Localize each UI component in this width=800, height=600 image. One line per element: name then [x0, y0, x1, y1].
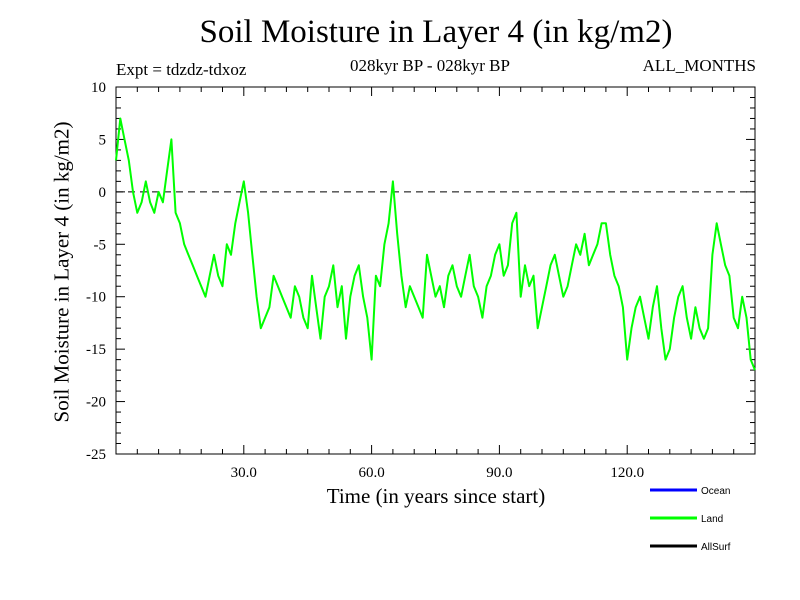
legend: Ocean Land AllSurf: [650, 486, 731, 553]
y-tick-label: -20: [86, 395, 106, 411]
period-label: 028kyr BP - 028kyr BP: [350, 56, 510, 75]
series-layer: [115, 117, 756, 371]
y-tick-label: 5: [99, 132, 107, 148]
y-axis-label: Soil Moisture in Layer 4 (in kg/m2): [49, 121, 74, 423]
x-tick-label: 90.0: [486, 465, 512, 481]
plot-frame: [115, 86, 756, 455]
legend-label-land: Land: [701, 514, 723, 525]
series-line-land: [115, 117, 756, 371]
y-tick-label: 10: [91, 80, 106, 96]
y-tick-label: -5: [94, 237, 107, 253]
y-tick-label: -15: [86, 342, 106, 358]
x-tick-label: 120.0: [610, 465, 644, 481]
y-tick-label: -10: [86, 290, 106, 306]
legend-label-ocean: Ocean: [701, 486, 730, 497]
legend-label-allsurf: AllSurf: [701, 542, 731, 553]
chart-title: Soil Moisture in Layer 4 (in kg/m2): [199, 14, 673, 50]
x-axis-label: Time (in years since start): [326, 484, 546, 508]
x-tick-label: 60.0: [358, 465, 384, 481]
x-tick-label: 30.0: [231, 465, 257, 481]
y-tick-label: -25: [86, 447, 106, 463]
y-tick-label: 0: [99, 185, 107, 201]
tick-marks: [116, 86, 755, 455]
experiment-label: Expt = tdzdz-tdxoz: [116, 60, 247, 79]
months-label: ALL_MONTHS: [642, 56, 756, 75]
tick-labels: 10 5 0 -5 -10 -15 -20 -25 30.0 60.0 90.0 120.0: [86, 80, 644, 481]
